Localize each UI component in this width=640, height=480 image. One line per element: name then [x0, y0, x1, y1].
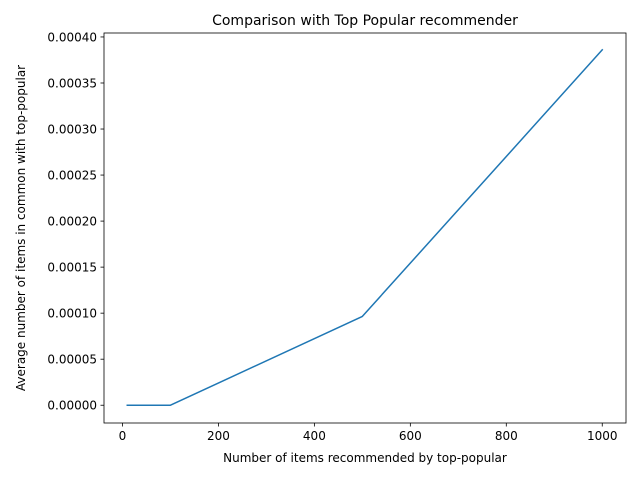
x-tick-label: 800 — [495, 429, 518, 443]
series-line-0 — [126, 48, 604, 406]
chart-title: Comparison with Top Popular recommender — [212, 13, 518, 29]
y-tick-label: 0.00015 — [47, 260, 97, 274]
y-axis-ticks: 0.00000 0.00005 0.00010 0.00015 0.00020 0.000… — [47, 30, 104, 413]
y-tick-label: 0.00025 — [47, 168, 97, 182]
y-tick-label: 0.00030 — [47, 122, 97, 136]
x-tick-label: 1000 — [587, 429, 618, 443]
y-tick-label: 0.00005 — [47, 352, 97, 366]
x-tick-label: 200 — [207, 429, 230, 443]
axes-spines — [103, 32, 627, 424]
x-tick-label: 600 — [399, 429, 422, 443]
x-tick-label: 0 — [119, 429, 127, 443]
x-axis-ticks: 0 200 400 600 800 1000 — [119, 423, 618, 443]
x-axis-label: Number of items recommended by top-popul… — [223, 451, 507, 465]
y-axis-label: Average number of items in common with t… — [14, 65, 28, 391]
series-layer — [126, 48, 604, 406]
axes-frame — [103, 32, 627, 424]
x-tick-label: 400 — [303, 429, 326, 443]
y-tick-label: 0.00035 — [47, 76, 97, 90]
y-tick-label: 0.00010 — [47, 306, 97, 320]
y-tick-label: 0.00000 — [47, 399, 97, 413]
plot-area — [104, 33, 626, 423]
y-tick-label: 0.00020 — [47, 214, 97, 228]
y-tick-label: 0.00040 — [47, 30, 97, 44]
